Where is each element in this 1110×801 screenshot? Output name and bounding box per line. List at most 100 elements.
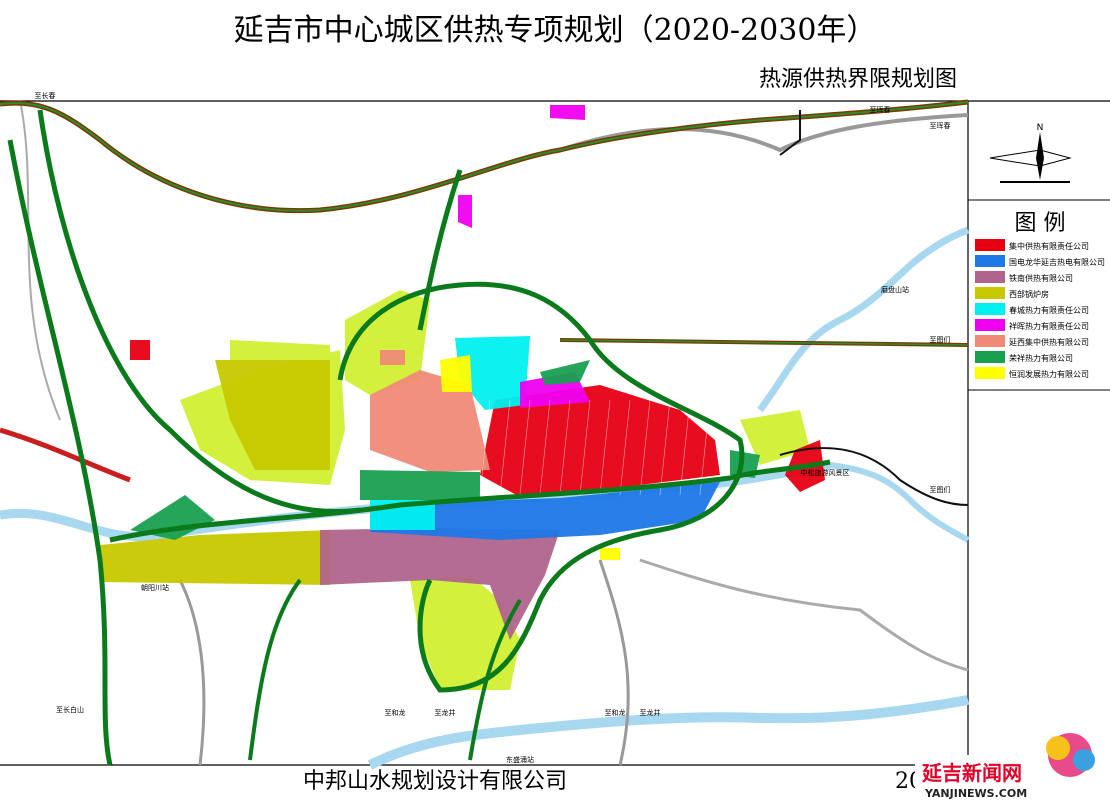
legend-label: 恒润发展热力有限公司 bbox=[1009, 369, 1089, 379]
compass: N bbox=[989, 123, 1072, 183]
road-ring bbox=[337, 281, 745, 693]
river bbox=[829, 462, 970, 543]
network bbox=[0, 99, 969, 766]
street bbox=[619, 399, 631, 496]
road-main bbox=[109, 459, 831, 543]
north-label: N bbox=[1037, 123, 1044, 133]
company: 中邦山水规划设计有限公司 bbox=[303, 769, 567, 794]
railway bbox=[0, 101, 969, 212]
legend: 集中供热有限责任公司国电龙华延吉热电有限公司铁南供热有限公司西部锅炉房春城热力有… bbox=[975, 239, 1105, 379]
road-main bbox=[7, 139, 113, 766]
place-label: 至和龙 bbox=[385, 708, 406, 717]
legend-title: 图 例 bbox=[1015, 211, 1066, 236]
place-label: 至图们 bbox=[930, 335, 951, 344]
heating-zones bbox=[100, 105, 825, 690]
heating-zone bbox=[550, 105, 585, 120]
heating-zone bbox=[600, 548, 620, 560]
heating-zone bbox=[370, 482, 720, 540]
legend-label: 国电龙华延吉热电有限公司 bbox=[1009, 257, 1105, 267]
street bbox=[599, 399, 611, 496]
zone-unassigned bbox=[345, 290, 430, 395]
road-main bbox=[37, 109, 361, 514]
heating-zone bbox=[360, 470, 480, 500]
watermark-name: 延吉新闻网 bbox=[921, 761, 1022, 785]
legend-label: 西部锅炉房 bbox=[1009, 289, 1049, 299]
road-main bbox=[248, 578, 302, 761]
road-main bbox=[417, 169, 463, 331]
street bbox=[639, 399, 651, 496]
legend-label: 荣祥热力有限公司 bbox=[1009, 353, 1073, 363]
place-label: 至珲春 bbox=[870, 105, 891, 114]
road-main bbox=[468, 598, 522, 761]
legend-swatch bbox=[975, 239, 1005, 251]
subtitle: 热源供热界限规划图 bbox=[759, 67, 957, 92]
legend-swatch bbox=[975, 303, 1005, 315]
legend-label: 延西集中供热有限公司 bbox=[1009, 337, 1089, 347]
title: 延吉市中心城区供热专项规划（2020-2030年） bbox=[234, 13, 877, 48]
road bbox=[598, 559, 630, 766]
compass-rose bbox=[989, 149, 1072, 167]
legend-label: 春城热力有限责任公司 bbox=[1009, 305, 1089, 315]
heating-zone bbox=[540, 360, 590, 385]
road bbox=[779, 447, 969, 506]
watermark-url: YANJINEWS.COM bbox=[924, 787, 1027, 800]
road bbox=[779, 110, 801, 156]
railway bbox=[559, 339, 969, 346]
heating-zone bbox=[380, 350, 405, 365]
legend-swatch bbox=[975, 335, 1005, 347]
zone-unassigned bbox=[230, 340, 330, 360]
street bbox=[499, 399, 511, 496]
place-label: 至长春 bbox=[35, 91, 56, 100]
street bbox=[479, 399, 491, 496]
legend-swatch bbox=[975, 255, 1005, 267]
heating-zone bbox=[455, 336, 530, 410]
heating-zone bbox=[480, 385, 720, 497]
compass-needle bbox=[1036, 132, 1044, 180]
legend-swatch bbox=[975, 271, 1005, 283]
logo bbox=[1073, 749, 1095, 771]
watermark-bg bbox=[915, 755, 1075, 801]
legend-label: 集中供热有限责任公司 bbox=[1009, 241, 1089, 251]
legend-label: 祥晖热力有限责任公司 bbox=[1009, 321, 1089, 331]
legend-swatch bbox=[975, 319, 1005, 331]
place-label: 东盛涌站 bbox=[506, 755, 534, 764]
place-label: 至龙井 bbox=[640, 708, 661, 717]
road bbox=[19, 99, 61, 421]
street bbox=[679, 399, 691, 496]
heating-zone bbox=[370, 370, 490, 472]
road bbox=[178, 579, 206, 766]
street bbox=[559, 399, 571, 496]
legend-swatch bbox=[975, 287, 1005, 299]
street bbox=[539, 399, 551, 496]
river bbox=[757, 226, 970, 413]
place-label: 至长白山 bbox=[56, 705, 84, 714]
heating-zone bbox=[100, 530, 330, 585]
street bbox=[659, 399, 671, 496]
heating-zone bbox=[130, 340, 150, 360]
place-label: 朝阳川站 bbox=[141, 583, 169, 592]
heating-zone bbox=[320, 528, 560, 640]
place-label: 至和龙 bbox=[605, 708, 626, 717]
road bbox=[639, 558, 969, 672]
street bbox=[519, 399, 531, 496]
watermark: 延吉新闻网 YANJINEWS.COM bbox=[915, 733, 1095, 801]
legend-swatch bbox=[975, 367, 1005, 379]
place-label: 至龙井 bbox=[435, 708, 456, 717]
street bbox=[579, 399, 591, 496]
heating-zone bbox=[215, 360, 330, 470]
place-label: 中松旅游风景区 bbox=[801, 468, 850, 477]
place-label: 磨盘山站 bbox=[881, 285, 909, 294]
place-label: 至珲春 bbox=[930, 121, 951, 130]
expressway bbox=[0, 427, 131, 483]
place-label: 至图们 bbox=[930, 485, 951, 494]
road bbox=[559, 113, 969, 153]
river bbox=[367, 695, 969, 770]
legend-swatch bbox=[975, 351, 1005, 363]
legend-label: 铁南供热有限公司 bbox=[1009, 273, 1073, 283]
logo bbox=[1046, 736, 1070, 760]
heating-zone bbox=[440, 355, 472, 392]
heating-zone bbox=[458, 195, 472, 228]
